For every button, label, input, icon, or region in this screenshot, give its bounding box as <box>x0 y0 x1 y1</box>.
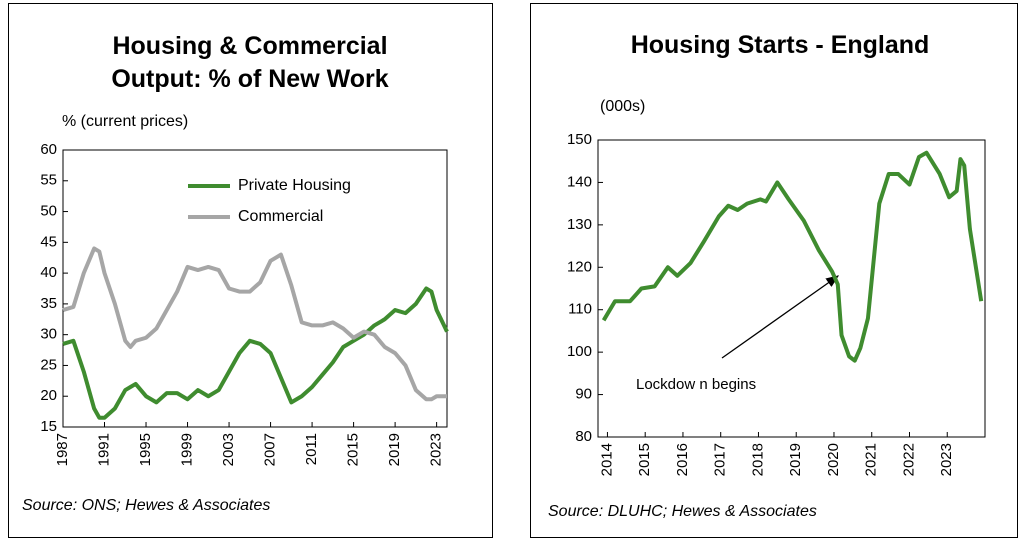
legend-label: Private Housing <box>238 177 351 194</box>
x-tick-label: 2023 <box>428 433 445 466</box>
right-panel <box>530 3 1018 538</box>
data-line <box>601 150 984 363</box>
y-tick-label: 120 <box>567 258 592 275</box>
y-tick-label: 80 <box>575 428 592 445</box>
left-panel <box>8 3 493 538</box>
x-tick-label: 2007 <box>262 433 279 466</box>
y-tick-label: 40 <box>40 264 57 281</box>
y-tick-label: 30 <box>40 326 57 343</box>
x-tick-label: 2014 <box>598 443 615 476</box>
x-tick-label: 2019 <box>386 433 403 466</box>
x-tick-label: 2015 <box>345 433 362 466</box>
x-tick-label: 2011 <box>303 433 320 465</box>
x-tick-label: 2015 <box>636 443 653 476</box>
y-axis-label: (000s) <box>600 98 645 115</box>
y-tick-label: 60 <box>40 141 57 158</box>
x-tick-label: 2021 <box>863 443 880 476</box>
y-axis-label: % (current prices) <box>62 113 188 130</box>
chart-title: Housing Starts - England <box>630 31 930 59</box>
chart-title: Housing & Commercial Output: % of New Wo… <box>111 32 389 93</box>
x-tick-label: 2016 <box>674 443 691 476</box>
annotation-arrow <box>721 275 840 359</box>
x-tick-label: 2022 <box>900 443 917 476</box>
x-tick-label: 1991 <box>95 433 112 466</box>
annotation: Lockdow n begins <box>636 376 756 393</box>
x-tick-label: 2023 <box>938 443 955 476</box>
y-tick-label: 150 <box>567 131 592 148</box>
y-tick-label: 45 <box>40 233 57 250</box>
y-tick-label: 130 <box>567 216 592 233</box>
y-tick-label: 15 <box>40 418 57 435</box>
x-tick-label: 2018 <box>749 443 766 476</box>
x-tick-label: 1995 <box>137 433 154 466</box>
x-tick-label: 1999 <box>179 433 196 466</box>
x-tick-label: 2019 <box>787 443 804 476</box>
y-tick-label: 35 <box>40 295 57 312</box>
plot-frame <box>597 139 986 438</box>
y-tick-label: 25 <box>40 356 57 373</box>
legend-label: Commercial <box>238 208 323 225</box>
x-tick-label: 2020 <box>825 443 842 476</box>
source: Source: ONS; Hewes & Associates <box>22 497 270 514</box>
x-tick-label: 2017 <box>712 443 729 476</box>
source: Source: DLUHC; Hewes & Associates <box>548 503 817 520</box>
data-line <box>62 246 447 402</box>
y-tick-label: 55 <box>40 172 57 189</box>
plot-frame <box>62 149 448 428</box>
x-tick-label: 1987 <box>54 433 71 466</box>
y-tick-label: 20 <box>40 387 57 404</box>
x-tick-label: 2003 <box>220 433 237 466</box>
data-line <box>62 286 449 420</box>
y-tick-label: 90 <box>575 386 592 403</box>
y-tick-label: 100 <box>567 343 592 360</box>
y-tick-label: 50 <box>40 203 57 220</box>
y-tick-label: 110 <box>568 301 592 318</box>
y-tick-label: 140 <box>567 173 592 190</box>
